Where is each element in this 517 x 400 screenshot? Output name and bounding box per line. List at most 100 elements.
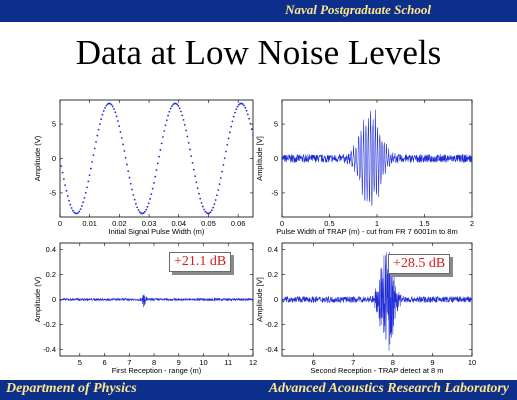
data-point [235, 108, 238, 111]
x-axis-label: Second Reception - TRAP detect at 8 m [310, 366, 443, 375]
data-point [100, 118, 103, 121]
gain-badge-first: +21.1 dB [169, 252, 232, 272]
data-point [119, 130, 122, 133]
data-point [252, 134, 253, 137]
x-tick-label: 8 [391, 358, 395, 367]
x-tick-label: 2 [470, 219, 474, 228]
x-tick-label: 0 [58, 219, 62, 228]
data-point [171, 105, 173, 107]
data-point [132, 193, 135, 196]
y-tick-label: 5 [274, 120, 278, 129]
series-2 [282, 109, 472, 206]
data-point [176, 103, 178, 106]
footer-bar: Department of Physics Advanced Acoustics… [0, 380, 517, 400]
data-point [216, 194, 218, 197]
data-point [127, 170, 130, 173]
chart-3: 5 6 7 8 9 10 11 12 0.4 0.2 0 -0.2 -0.4 First Receptio… [33, 242, 257, 375]
data-point [120, 137, 123, 139]
data-point [77, 211, 79, 214]
y-axis-label: Amplitude [V] [255, 277, 264, 322]
data-point [232, 115, 235, 118]
data-point [95, 140, 97, 143]
data-point [183, 124, 186, 126]
data-point [236, 105, 239, 108]
data-point [142, 212, 145, 214]
x-tick-label: 5 [78, 358, 82, 367]
data-point [245, 109, 248, 112]
x-tick-label: 9 [177, 358, 181, 367]
data-point [62, 178, 65, 180]
data-point [79, 208, 82, 210]
data-point [244, 106, 247, 109]
data-point [218, 183, 221, 186]
data-point [109, 102, 112, 105]
slide-title: Data at Low Noise Levels [75, 33, 442, 72]
data-point [223, 157, 226, 160]
data-point [212, 206, 215, 209]
data-point [155, 169, 158, 172]
data-point [182, 118, 185, 121]
data-point [126, 163, 128, 166]
data-point [234, 111, 236, 114]
data-point [123, 150, 126, 152]
data-point [172, 103, 175, 106]
data-point [105, 104, 108, 107]
y-axis-label: Amplitude (V) [33, 135, 42, 181]
y-tick-label: -5 [271, 188, 278, 197]
chart-2: 0 0.5 1 1.5 2 5 0 -5 Pulse Width of TRAP (m) - c… [255, 99, 474, 236]
chart-1: 0 0.01 0.02 0.03 0.04 0.05 0.06 5 0 -5 Initial Sig… [33, 99, 254, 236]
data-point [190, 155, 193, 158]
x-tick-label: 0.02 [112, 219, 127, 228]
data-point [217, 189, 220, 191]
signal-trace [282, 109, 472, 206]
data-point [114, 111, 117, 114]
x-tick-label: 10 [199, 358, 207, 367]
data-point [250, 128, 253, 131]
data-point [137, 209, 140, 211]
series-3 [60, 294, 253, 308]
data-point [196, 187, 199, 190]
data-point [69, 203, 72, 206]
data-point [118, 125, 121, 128]
gain-badge-second: +28.5 dB [388, 254, 451, 274]
data-point [96, 134, 99, 137]
data-point [60, 165, 63, 167]
data-point [115, 115, 118, 118]
data-point [168, 110, 171, 113]
data-point [80, 205, 83, 207]
y-tick-label: 0 [274, 154, 278, 163]
data-point [145, 208, 148, 211]
data-point [73, 211, 76, 214]
data-point [221, 170, 224, 173]
y-tick-label: 0.4 [46, 245, 56, 254]
x-tick-label: 11 [224, 358, 232, 367]
data-point [136, 206, 139, 209]
data-point [151, 187, 154, 190]
data-point [66, 195, 69, 197]
series-1 [60, 102, 253, 215]
x-tick-label: 0.01 [82, 219, 97, 228]
data-point [65, 189, 68, 192]
data-point [194, 175, 197, 178]
x-tick-label: 0.05 [201, 219, 216, 228]
data-point [135, 202, 137, 205]
y-tick-label: -0.2 [43, 320, 56, 329]
data-point [83, 196, 86, 199]
lab-name: Advanced Acoustics Research Laboratory [268, 381, 509, 396]
data-point [231, 120, 234, 123]
data-point [131, 188, 133, 191]
data-point [173, 102, 176, 105]
y-tick-label: 0.4 [268, 245, 278, 254]
data-point [189, 148, 191, 151]
y-tick-label: 0.2 [268, 270, 278, 279]
x-tick-label: 0.04 [171, 219, 186, 228]
data-point [84, 191, 87, 194]
data-point [213, 203, 216, 206]
data-point [178, 107, 181, 110]
data-point [186, 135, 189, 138]
signal-trace [60, 294, 253, 308]
data-point [124, 156, 127, 159]
data-point [180, 110, 182, 113]
data-point [185, 129, 187, 132]
data-point [133, 198, 136, 201]
